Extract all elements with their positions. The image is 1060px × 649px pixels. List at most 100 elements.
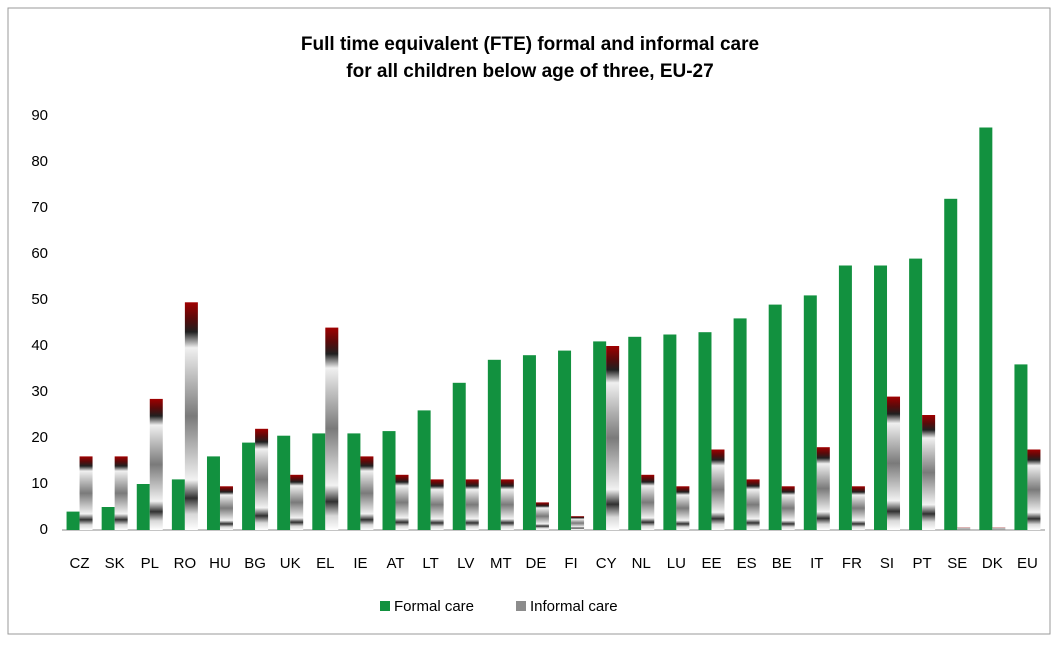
bar bbox=[522, 355, 536, 530]
bar bbox=[136, 484, 150, 530]
x-tick-label: CZ bbox=[70, 555, 90, 572]
legend-label: Formal care bbox=[394, 598, 474, 615]
bar bbox=[219, 486, 233, 530]
y-tick-label: 20 bbox=[31, 429, 48, 446]
bar bbox=[206, 456, 220, 530]
x-tick-label: IE bbox=[353, 555, 367, 572]
bar bbox=[803, 295, 817, 530]
x-tick-label: HU bbox=[209, 555, 231, 572]
x-tick-label: CY bbox=[596, 555, 617, 572]
bar bbox=[360, 456, 374, 530]
x-tick-label: MT bbox=[490, 555, 512, 572]
x-tick-label: RO bbox=[174, 555, 197, 572]
bar bbox=[628, 336, 642, 530]
x-tick-label: NL bbox=[632, 555, 651, 572]
bar bbox=[711, 449, 725, 530]
bar bbox=[992, 527, 1006, 530]
y-tick-label: 0 bbox=[40, 521, 48, 538]
bar bbox=[816, 447, 830, 530]
x-tick-label: SI bbox=[880, 555, 894, 572]
bar bbox=[1014, 364, 1028, 530]
legend-swatch bbox=[380, 601, 390, 611]
bar bbox=[746, 479, 760, 530]
y-tick-label: 80 bbox=[31, 153, 48, 170]
bar bbox=[558, 350, 572, 530]
y-tick-label: 70 bbox=[31, 199, 48, 216]
x-tick-label: EU bbox=[1017, 555, 1038, 572]
bar bbox=[606, 346, 620, 530]
bar bbox=[417, 410, 431, 530]
y-tick-label: 30 bbox=[31, 383, 48, 400]
x-tick-label: AT bbox=[386, 555, 404, 572]
bar bbox=[114, 456, 128, 530]
bar bbox=[452, 382, 466, 530]
y-tick-label: 90 bbox=[31, 107, 48, 124]
bar bbox=[593, 341, 607, 530]
x-tick-label: ES bbox=[737, 555, 757, 572]
y-tick-label: 40 bbox=[31, 337, 48, 354]
bar bbox=[874, 265, 888, 530]
bar bbox=[663, 334, 677, 530]
x-tick-label: DE bbox=[526, 555, 547, 572]
bar bbox=[430, 479, 444, 530]
bar bbox=[838, 265, 852, 530]
bar bbox=[571, 516, 585, 530]
bar bbox=[733, 318, 747, 530]
bar bbox=[909, 258, 923, 530]
bar bbox=[979, 127, 993, 530]
x-tick-label: UK bbox=[280, 555, 301, 572]
x-tick-label: LT bbox=[422, 555, 438, 572]
bar bbox=[395, 474, 409, 530]
bar bbox=[851, 486, 865, 530]
chart-title: for all children below age of three, EU-… bbox=[346, 61, 713, 82]
x-tick-label: LV bbox=[457, 555, 474, 572]
bar bbox=[66, 511, 80, 530]
bar bbox=[325, 327, 339, 530]
bar bbox=[382, 431, 396, 530]
bar bbox=[184, 302, 198, 530]
bar bbox=[79, 456, 93, 530]
legend-swatch bbox=[516, 601, 526, 611]
chart-title: Full time equivalent (FTE) formal and in… bbox=[301, 34, 759, 55]
bar bbox=[641, 474, 655, 530]
bar bbox=[698, 332, 712, 530]
x-tick-label: IT bbox=[810, 555, 823, 572]
legend-label: Informal care bbox=[530, 598, 618, 615]
bar bbox=[922, 415, 936, 530]
bar bbox=[500, 479, 514, 530]
x-tick-label: LU bbox=[667, 555, 686, 572]
bar bbox=[957, 527, 971, 530]
x-tick-label: DK bbox=[982, 555, 1003, 572]
x-tick-label: PL bbox=[141, 555, 159, 572]
x-tick-label: BE bbox=[772, 555, 792, 572]
y-tick-label: 10 bbox=[31, 475, 48, 492]
bar bbox=[465, 479, 479, 530]
bar bbox=[781, 486, 795, 530]
bar bbox=[676, 486, 690, 530]
bar bbox=[290, 474, 304, 530]
x-tick-label: EE bbox=[701, 555, 721, 572]
bar bbox=[768, 304, 782, 530]
chart-border bbox=[7, 7, 1051, 635]
y-tick-label: 50 bbox=[31, 291, 48, 308]
bar bbox=[255, 428, 269, 530]
bar bbox=[347, 433, 361, 530]
bar bbox=[887, 396, 901, 530]
x-tick-label: FI bbox=[564, 555, 577, 572]
bar bbox=[487, 359, 501, 530]
x-tick-label: PT bbox=[913, 555, 932, 572]
x-tick-label: FR bbox=[842, 555, 862, 572]
x-tick-label: BG bbox=[244, 555, 266, 572]
bar bbox=[171, 479, 185, 530]
x-tick-label: EL bbox=[316, 555, 334, 572]
bar bbox=[149, 398, 163, 530]
bar bbox=[535, 502, 549, 530]
y-tick-label: 60 bbox=[31, 245, 48, 262]
bar bbox=[277, 435, 291, 530]
bar bbox=[101, 507, 115, 530]
bar bbox=[1027, 449, 1041, 530]
x-tick-label: SE bbox=[947, 555, 967, 572]
bar bbox=[944, 198, 958, 531]
x-tick-label: SK bbox=[105, 555, 125, 572]
